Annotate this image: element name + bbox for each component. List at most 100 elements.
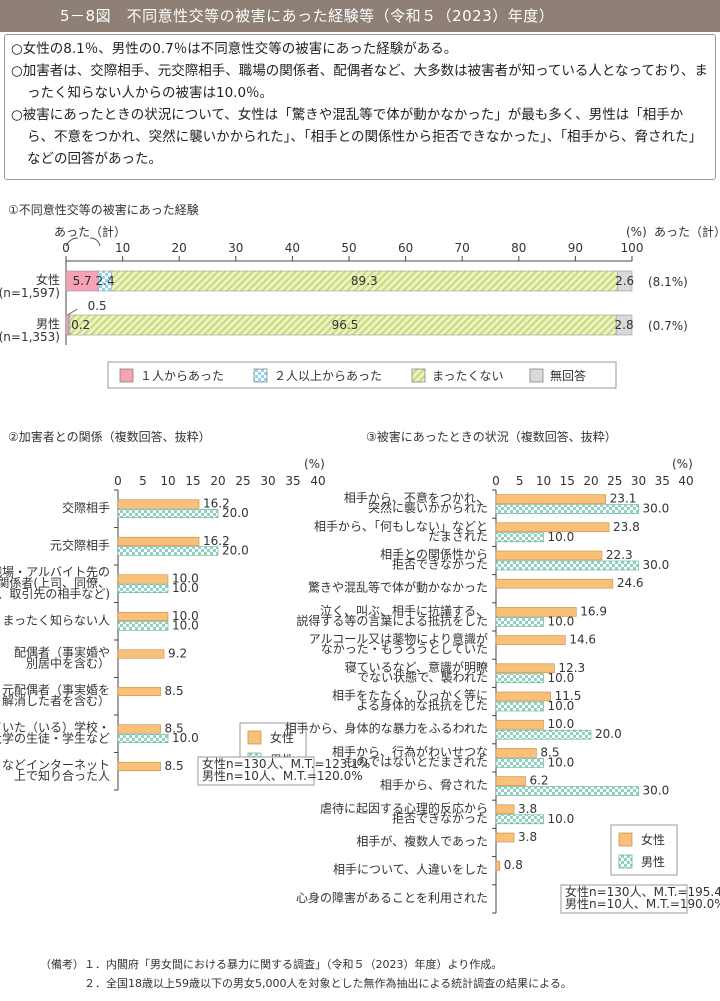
figure-title-bar: 5－8図 不同意性交等の被害にあった経験等（令和５（2023）年度） [0, 0, 720, 32]
value-label: 10.0 [548, 812, 575, 826]
note-line: 男性n=10人、M.T.=120.0% [202, 769, 363, 783]
x-tick-label: 30 [631, 474, 646, 488]
category-label: 大学の生徒・学生など [0, 730, 110, 745]
legend-swatch [411, 368, 426, 383]
summary-item: ○被害にあったときの状況について、女性は「驚きや混乱等で体が動かなかった」が最も… [11, 107, 702, 167]
category-label: 寝ているなど、意識が明瞭 [345, 659, 488, 674]
value-label: 30.0 [643, 784, 670, 798]
category-label: ＳＮＳなどインターネット [0, 758, 110, 772]
category-label: 女性 [36, 272, 60, 287]
category-label: 相手から、身体的な暴力をふるわれた [285, 721, 488, 736]
value-label: 5.7 [73, 274, 92, 288]
bar-female [117, 724, 161, 734]
bar-female [495, 719, 544, 730]
value-label: 10.0 [172, 618, 199, 632]
chart-situation: ③被害にあったときの状況（複数回答、抜粋） (%) 0 5 10 15 20 25 30 35 40… [285, 429, 720, 914]
category-label: 関係者(上司、同僚、 [0, 575, 110, 590]
category-label: 泣く、叫ぶ、相手に抗議する、 [320, 603, 488, 618]
category-label: だまされた [428, 529, 488, 543]
note-line: 女性n=130人、M.T.=123.1% [202, 756, 370, 771]
category-label: 男性 [36, 317, 60, 331]
bar-female [495, 550, 603, 561]
x-tick-label: 15 [560, 474, 575, 488]
category-label: 交際相手 [62, 500, 110, 515]
value-label: 23.8 [613, 520, 640, 534]
value-label: 30.0 [643, 502, 670, 516]
x-tick-label: 40 [285, 241, 300, 255]
category-label: なかった・もうろうとしていた [321, 642, 488, 656]
category-label: 相手から、行為がわいせつな [332, 744, 488, 759]
value-label: 8.5 [540, 745, 559, 759]
value-label: 2.6 [615, 274, 634, 288]
value-label: 10.0 [172, 731, 199, 745]
x-tick-label: 30 [260, 474, 275, 488]
bar-male [117, 621, 169, 631]
category-label: 説得する等の言葉による抵抗をした [296, 613, 488, 628]
bar-female [495, 522, 610, 533]
source-note: （備考）１．内閣府「男女間における暴力に関する調査」（令和５（2023）年度）よ… [40, 958, 503, 971]
x-tick-label: 100 [621, 241, 644, 255]
category-label: 配偶者（事実婚や [14, 644, 110, 659]
value-label: 16.2 [203, 496, 230, 510]
unit-label: (%) [626, 225, 647, 239]
summary-item: ○女性の8.1％、男性の0.7％は不同意性交等の被害にあった経験がある。 [11, 41, 458, 57]
value-label: 10.0 [172, 581, 199, 595]
bar-female [495, 607, 577, 617]
bar-female [495, 804, 515, 815]
bar-female [495, 691, 551, 702]
category-label: 元配偶者（事実婚を [2, 682, 110, 697]
value-label: 10.0 [548, 755, 575, 769]
x-tick-label: 15 [185, 474, 200, 488]
note-line: 男性n=10人、M.T.=190.0% [565, 897, 720, 911]
bar-male [117, 733, 169, 744]
value-label: 30.0 [643, 558, 670, 572]
bar-male [117, 583, 169, 594]
legend-swatch [119, 368, 134, 383]
note-box [560, 884, 688, 914]
category-label: 拒否できなかった [392, 558, 488, 572]
bar-female [495, 635, 566, 645]
value-label: 10.0 [548, 530, 575, 544]
x-tick-label: 70 [455, 241, 470, 255]
bar-female [495, 860, 501, 871]
bar-male [495, 560, 639, 571]
value-label: 6.2 [529, 774, 548, 788]
category-label: 相手から、「何もしない」などと [314, 519, 488, 533]
right-total-header: あった（計） [654, 224, 720, 239]
value-label: 10.0 [172, 609, 199, 623]
category-label: 心身の障害があることを利用された [296, 890, 488, 905]
bar-male [495, 814, 544, 825]
bar-male [495, 701, 544, 712]
x-tick-label: 10 [536, 474, 551, 488]
bar-female [117, 536, 200, 547]
value-label: 2.4 [96, 274, 115, 288]
bar-female [495, 748, 537, 758]
bar-female [117, 611, 169, 622]
value-label: 0.5 [88, 299, 107, 313]
bar-male [495, 617, 544, 627]
bar-male [495, 532, 544, 543]
value-label: 20.0 [222, 506, 249, 520]
bar-male [495, 758, 544, 768]
chart-title: ③被害にあったときの状況（複数回答、抜粋） [366, 429, 617, 444]
value-label: 3.8 [518, 830, 537, 844]
source-note: ２．全国18歳以上59歳以下の男女5,000人を対象とした無作為抽出による統計調… [40, 977, 572, 990]
unit-label: (%) [672, 457, 693, 471]
x-tick-label: 25 [235, 474, 250, 488]
x-tick-label: 40 [678, 474, 693, 488]
legend-label: 女性 [641, 832, 665, 847]
x-tick-label: 30 [228, 241, 243, 255]
bar-female [495, 776, 526, 786]
bar-female [117, 761, 161, 772]
category-label: 部下、取引先の相手など) [0, 586, 110, 601]
bar-female [495, 578, 614, 589]
value-label: 0.8 [504, 858, 523, 872]
x-tick-label: 35 [655, 474, 670, 488]
bar-female [117, 649, 165, 659]
x-tick-label: 5 [516, 474, 524, 488]
chart-perpetrator: ②加害者との関係（複数回答、抜粋） (%) 0 5 10 15 20 25 30 35 40 交際相手… [0, 429, 370, 791]
category-label: 別居中を含む） [26, 655, 110, 670]
unit-label: (%) [304, 457, 325, 471]
